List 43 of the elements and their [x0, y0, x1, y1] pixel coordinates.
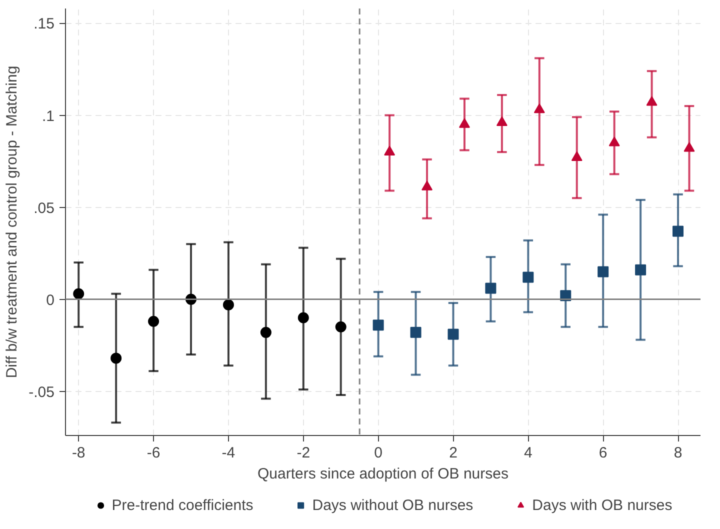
point	[522, 272, 534, 283]
point	[110, 352, 122, 364]
point	[73, 288, 84, 300]
point	[448, 328, 459, 340]
point	[422, 180, 433, 190]
point	[410, 326, 422, 338]
y-tick-label: .05	[34, 200, 55, 217]
point	[646, 96, 658, 106]
point	[222, 299, 234, 310]
point	[672, 226, 684, 237]
y-tick-label: 0	[46, 292, 54, 309]
legend-label: Days without OB nurses	[312, 496, 474, 514]
y-tick-label: -.05	[28, 384, 55, 401]
point	[684, 142, 695, 152]
point	[384, 146, 396, 156]
x-tick-label: 4	[524, 444, 532, 462]
point	[298, 312, 309, 324]
point	[496, 116, 508, 126]
x-tick-label: 6	[598, 444, 608, 462]
x-tick-label: 8	[674, 444, 682, 462]
y-tick-label: .1	[42, 108, 55, 125]
legend-label: Pre-trend coefficients	[112, 496, 254, 514]
point	[260, 326, 272, 338]
point	[598, 266, 609, 278]
point	[148, 316, 160, 327]
x-tick-label: -8	[72, 444, 86, 462]
x-tick-label: 2	[449, 444, 458, 462]
y-axis-title: Diff b/w treatment and control group - Matching	[4, 66, 21, 378]
point	[372, 320, 384, 331]
point	[608, 136, 620, 146]
point	[534, 103, 545, 114]
point	[335, 321, 346, 332]
y-tick-label: .15	[34, 16, 55, 33]
x-tick-label: -4	[222, 444, 236, 462]
x-tick-label: -2	[296, 444, 310, 462]
point	[485, 282, 496, 294]
point	[458, 118, 470, 128]
point	[571, 151, 582, 161]
legend-label: Days with OB nurses	[532, 496, 672, 514]
x-tick-label: 0	[374, 444, 382, 462]
x-axis-title: Quarters since adoption of OB nurses	[258, 466, 508, 482]
point	[635, 264, 646, 276]
x-tick-label: -6	[146, 444, 160, 462]
